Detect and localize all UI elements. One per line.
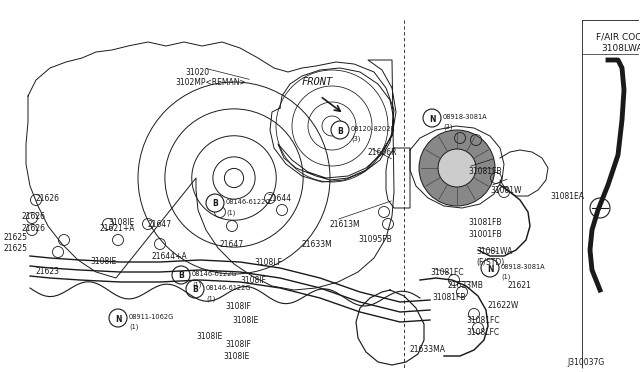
- Text: 31020: 31020: [185, 68, 209, 77]
- Text: B: B: [192, 285, 198, 295]
- Text: B: B: [337, 126, 343, 135]
- Circle shape: [438, 149, 476, 187]
- Text: 21623: 21623: [36, 267, 60, 276]
- Text: 31081EA: 31081EA: [550, 192, 584, 201]
- Text: 21625: 21625: [4, 233, 28, 242]
- Text: 21633MB: 21633MB: [448, 281, 484, 290]
- Text: 31095FB: 31095FB: [358, 235, 392, 244]
- Circle shape: [206, 194, 224, 212]
- Text: 08146-6122G: 08146-6122G: [192, 271, 237, 277]
- Text: 21647: 21647: [220, 240, 244, 249]
- Text: 21622W: 21622W: [487, 301, 518, 310]
- Text: (1): (1): [192, 281, 202, 288]
- Text: 21626: 21626: [22, 224, 46, 233]
- Text: 3108LFC: 3108LFC: [466, 328, 499, 337]
- Text: 21644: 21644: [268, 194, 292, 203]
- Text: 08120-8202E: 08120-8202E: [351, 126, 396, 132]
- Text: 21621: 21621: [508, 281, 532, 290]
- Text: 31081FC: 31081FC: [430, 268, 463, 277]
- Circle shape: [186, 280, 204, 298]
- Text: N: N: [429, 115, 435, 124]
- Text: 08146-6122G: 08146-6122G: [226, 199, 271, 205]
- Text: 3108IE: 3108IE: [90, 257, 116, 266]
- Text: J310037G: J310037G: [567, 358, 604, 367]
- Text: 21613M: 21613M: [330, 220, 360, 229]
- Text: 31081FC: 31081FC: [466, 316, 500, 325]
- Text: 3108IE: 3108IE: [108, 218, 134, 227]
- Text: 21647: 21647: [148, 220, 172, 229]
- Circle shape: [419, 130, 495, 206]
- Circle shape: [109, 309, 127, 327]
- Text: (2): (2): [443, 124, 452, 131]
- Circle shape: [331, 121, 349, 139]
- Text: N: N: [115, 314, 121, 324]
- Text: 21606R: 21606R: [368, 148, 397, 157]
- Text: 31081WA: 31081WA: [476, 247, 513, 256]
- Text: 21621+A: 21621+A: [100, 224, 136, 233]
- Circle shape: [172, 266, 190, 284]
- Text: 21644+A: 21644+A: [152, 252, 188, 261]
- Text: F/AIR COOLING: F/AIR COOLING: [596, 32, 640, 41]
- Text: 21626: 21626: [36, 194, 60, 203]
- Text: (3): (3): [351, 136, 360, 142]
- Circle shape: [481, 259, 499, 277]
- Text: B: B: [212, 199, 218, 208]
- Text: 31081FB: 31081FB: [432, 293, 465, 302]
- Text: (1): (1): [129, 324, 138, 330]
- Text: (1): (1): [206, 295, 216, 301]
- Text: 31081FB: 31081FB: [468, 218, 502, 227]
- Text: 3108IE: 3108IE: [223, 352, 249, 361]
- Text: 31081W: 31081W: [490, 186, 522, 195]
- Text: (1): (1): [226, 209, 236, 215]
- Text: 3108IF: 3108IF: [225, 340, 251, 349]
- Text: 08911-1062G: 08911-1062G: [129, 314, 174, 320]
- Text: (1): (1): [501, 274, 510, 280]
- Text: 3102MP<REMAN>: 3102MP<REMAN>: [175, 78, 246, 87]
- Text: 3108LWA: 3108LWA: [601, 44, 640, 53]
- Text: FRONT: FRONT: [301, 77, 333, 87]
- Circle shape: [423, 109, 441, 127]
- Text: 08146-6122G: 08146-6122G: [206, 285, 252, 291]
- Text: 21625: 21625: [4, 244, 28, 253]
- Text: (F/STD): (F/STD): [476, 258, 504, 267]
- Text: 21626: 21626: [22, 212, 46, 221]
- Text: 3108IF: 3108IF: [240, 276, 266, 285]
- Text: 31001FB: 31001FB: [468, 230, 502, 239]
- Text: 3108IF: 3108IF: [225, 302, 251, 311]
- Text: 08918-3081A: 08918-3081A: [443, 114, 488, 120]
- Text: 3108LF: 3108LF: [254, 258, 282, 267]
- Text: B: B: [178, 272, 184, 280]
- Text: 21633M: 21633M: [302, 240, 333, 249]
- Text: 3108IE: 3108IE: [196, 332, 222, 341]
- Text: 08918-3081A: 08918-3081A: [501, 264, 546, 270]
- Text: 21633MA: 21633MA: [410, 345, 446, 354]
- Text: 31081FB: 31081FB: [468, 167, 502, 176]
- Text: N: N: [487, 264, 493, 273]
- Text: 3108IE: 3108IE: [232, 316, 259, 325]
